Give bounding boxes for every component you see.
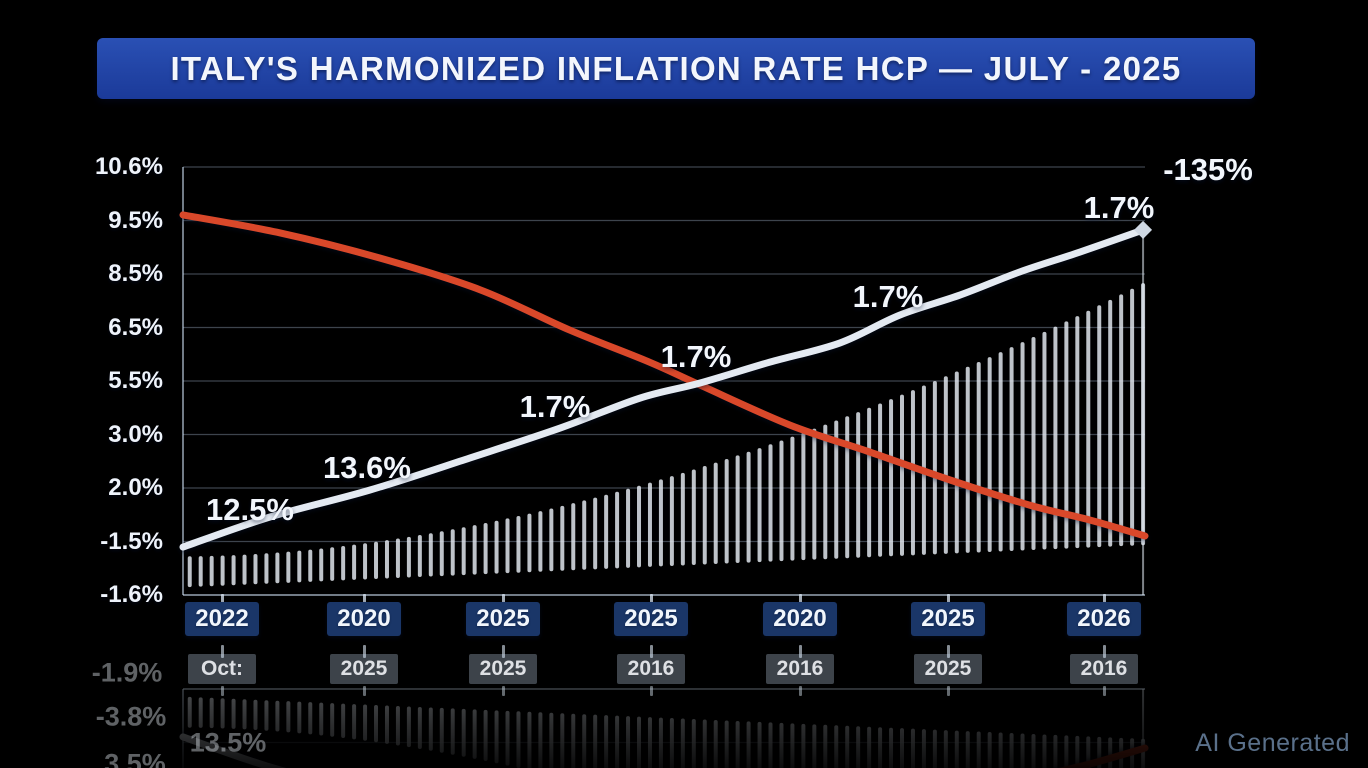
x-axis-label-secondary: 2025: [469, 654, 537, 684]
x-axis-tick: [649, 645, 653, 658]
x-axis-label-secondary: 2016: [617, 654, 685, 684]
x-axis-label-primary: 2020: [763, 602, 837, 636]
y-axis-label: 3.0%: [108, 420, 163, 448]
data-point-label: -135%: [1163, 152, 1253, 187]
x-axis-label-secondary: Oct:: [188, 654, 256, 684]
x-axis-label-primary: 2025: [911, 602, 985, 636]
x-axis-tick: [1102, 594, 1106, 607]
line-end-marker-icon: [1134, 220, 1153, 239]
y-axis-label: -1.5%: [100, 527, 163, 555]
x-axis-tick: [220, 686, 224, 696]
data-point-label: 1.7%: [852, 279, 924, 314]
x-axis-tick: [946, 594, 950, 607]
x-axis-label-secondary: 2025: [330, 654, 398, 684]
x-axis-tick: [220, 594, 224, 607]
x-axis-tick: [1102, 645, 1106, 658]
reflection-label: 3.5%: [104, 748, 166, 768]
y-axis-label: 8.5%: [108, 260, 163, 287]
x-axis-label-primary: 2025: [466, 602, 540, 636]
data-point-label: 13.6%: [323, 450, 411, 485]
x-axis-tick: [220, 645, 224, 658]
x-axis-tick: [362, 594, 366, 607]
y-axis-label: 10.6%: [94, 153, 163, 180]
data-point-label: 1.7%: [1083, 190, 1155, 225]
x-axis-label-secondary: 2016: [766, 654, 834, 684]
x-axis-tick: [798, 686, 802, 696]
x-axis-tick: [501, 686, 505, 696]
y-axis-label: 6.5%: [108, 313, 163, 341]
x-axis-tick: [946, 686, 950, 696]
x-axis-tick: [649, 686, 653, 696]
x-axis-tick: [946, 645, 950, 658]
data-point-label: 1.7%: [519, 389, 591, 424]
ai-generated-watermark: AI Generated: [1195, 729, 1350, 757]
x-axis-label-primary: 2020: [327, 602, 401, 636]
x-axis-label-primary: 2026: [1067, 602, 1141, 636]
x-axis-label-primary: 2025: [614, 602, 688, 636]
y-axis-label: 9.5%: [108, 206, 163, 234]
x-axis-tick: [501, 645, 505, 658]
x-axis-label-primary: 2022: [185, 602, 259, 636]
title-banner: ITALY'S HARMONIZED INFLATION RATE HCP — …: [97, 38, 1255, 99]
x-axis-tick: [362, 686, 366, 696]
data-point-label: 12.5%: [206, 492, 294, 527]
data-point-label: 1.7%: [660, 339, 732, 374]
x-axis-tick: [798, 594, 802, 607]
y-axis-label: 2.0%: [108, 474, 163, 501]
chart-title: ITALY'S HARMONIZED INFLATION RATE HCP — …: [170, 50, 1182, 87]
white-rising-line: [179, 226, 1147, 551]
reflection-label: -1.9%: [91, 657, 163, 688]
x-axis-tick: [1102, 686, 1106, 696]
reflection-label: 13.5%: [189, 727, 267, 758]
reflection-label: -3.8%: [95, 701, 167, 732]
red-declining-line: [179, 211, 1149, 540]
y-axis-label: 5.5%: [108, 367, 163, 394]
x-axis-tick: [649, 594, 653, 607]
x-axis-tick: [362, 645, 366, 658]
x-axis-tick: [501, 594, 505, 607]
x-axis-label-secondary: 2025: [914, 654, 982, 684]
x-axis-label-secondary: 2016: [1070, 654, 1138, 684]
x-axis-tick: [798, 645, 802, 658]
y-axis-label: -1.6%: [100, 581, 163, 608]
